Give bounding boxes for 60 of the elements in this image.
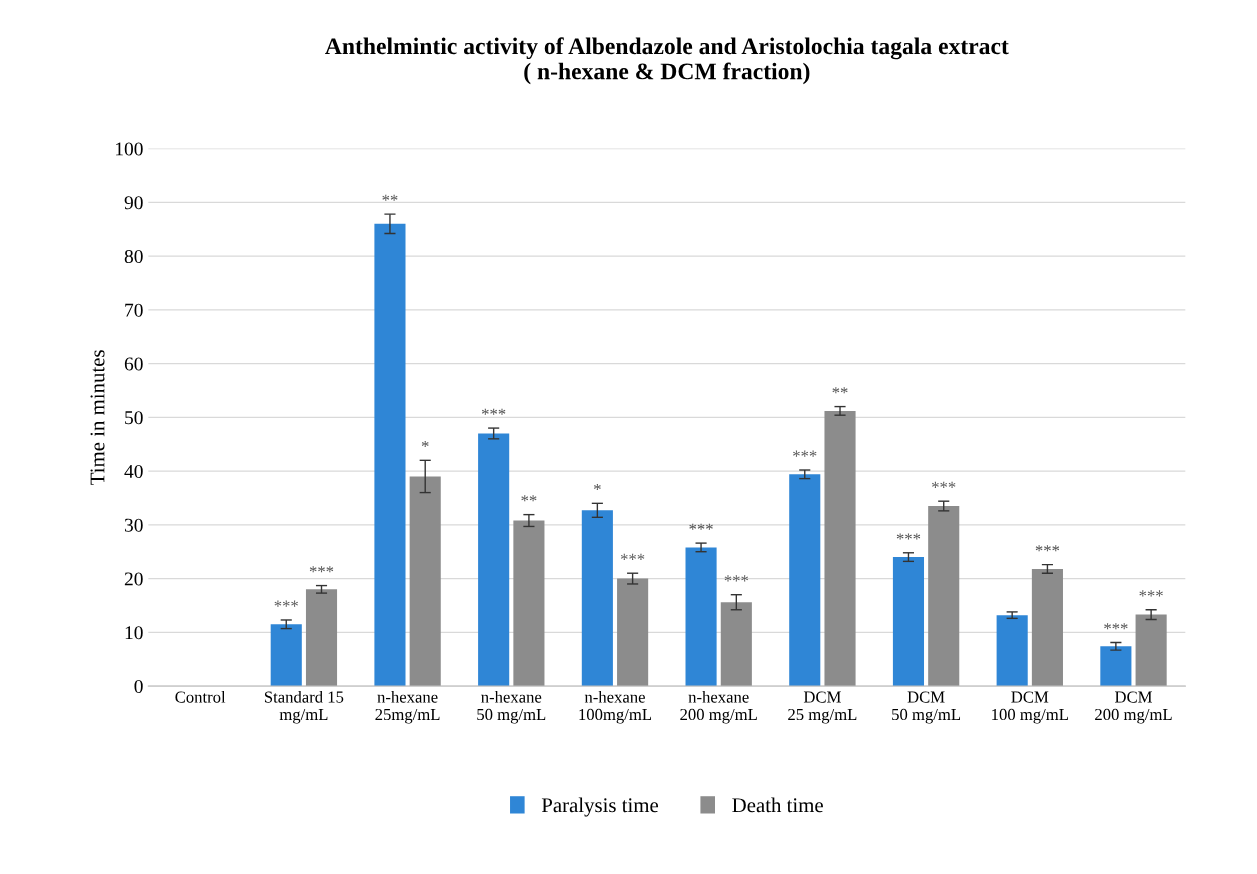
annotation: * bbox=[594, 483, 601, 491]
bar bbox=[789, 474, 821, 687]
y-tick-label: 40 bbox=[124, 464, 143, 479]
annotation: *** bbox=[274, 600, 298, 607]
bar bbox=[892, 557, 925, 687]
x-tick-label: Control bbox=[175, 690, 226, 703]
bar bbox=[1135, 614, 1167, 687]
annotation: *** bbox=[481, 408, 506, 415]
annotation: *** bbox=[724, 575, 749, 582]
y-tick-label: 20 bbox=[124, 572, 143, 586]
annotation: *** bbox=[932, 481, 956, 488]
bar bbox=[1100, 646, 1132, 687]
annotation: *** bbox=[620, 553, 645, 560]
bar bbox=[409, 476, 441, 687]
bar bbox=[513, 520, 545, 687]
annotation: *** bbox=[1035, 545, 1060, 552]
annotation: ** bbox=[382, 194, 398, 201]
bar bbox=[996, 615, 1028, 687]
x-tick-label: n-hexane 25mg/mL bbox=[375, 690, 440, 724]
annotation: ** bbox=[521, 495, 537, 502]
chart-title: Anthelmintic activity of Albendazole and Aristolochia tagala extract ( n-hexane & DCM fraction) bbox=[325, 37, 1009, 85]
y-tick-label: 30 bbox=[124, 518, 143, 532]
legend-label: Death time bbox=[732, 797, 823, 813]
annotation: *** bbox=[1139, 590, 1163, 597]
annotation: ** bbox=[832, 387, 848, 394]
x-tick-label: Standard 15 mg/mL bbox=[264, 690, 344, 724]
bar bbox=[305, 589, 338, 687]
annotation: *** bbox=[309, 566, 334, 573]
x-tick-label: n-hexane 50 mg/mL bbox=[477, 690, 546, 724]
y-tick-label: 70 bbox=[125, 303, 143, 317]
y-tick-label: 10 bbox=[125, 626, 143, 640]
y-tick-label: 80 bbox=[124, 249, 143, 264]
y-tick-label: 100 bbox=[116, 142, 143, 156]
annotation: *** bbox=[896, 533, 921, 540]
bar bbox=[928, 506, 960, 687]
annotation: * bbox=[421, 440, 429, 448]
x-tick-label: n-hexane 100mg/mL bbox=[579, 690, 652, 724]
bar bbox=[581, 510, 613, 687]
x-tick-label: n-hexane 200 mg/mL bbox=[680, 690, 757, 724]
bar bbox=[685, 547, 717, 687]
y-tick-label: 90 bbox=[124, 196, 143, 210]
bar bbox=[374, 223, 406, 687]
x-tick-label: DCM 100 mg/mL bbox=[992, 691, 1068, 724]
bar bbox=[720, 602, 752, 687]
bar bbox=[270, 624, 302, 687]
y-tick-label: 0 bbox=[134, 679, 143, 694]
bar bbox=[478, 433, 510, 687]
annotation: *** bbox=[1104, 623, 1128, 630]
bar bbox=[824, 410, 856, 687]
annotation: *** bbox=[793, 450, 817, 457]
bar bbox=[1031, 568, 1063, 687]
bar bbox=[617, 578, 649, 687]
x-tick-label: DCM 50 mg/mL bbox=[892, 691, 961, 724]
y-axis-title: Time in minutes bbox=[90, 350, 105, 485]
x-tick-label: DCM 25 mg/mL bbox=[788, 691, 857, 724]
annotation: *** bbox=[689, 523, 713, 530]
legend-label: Paralysis time bbox=[541, 797, 659, 817]
y-tick-label: 60 bbox=[124, 357, 143, 371]
y-tick-label: 50 bbox=[125, 411, 143, 425]
x-tick-label: DCM 200 mg/mL bbox=[1095, 691, 1172, 724]
